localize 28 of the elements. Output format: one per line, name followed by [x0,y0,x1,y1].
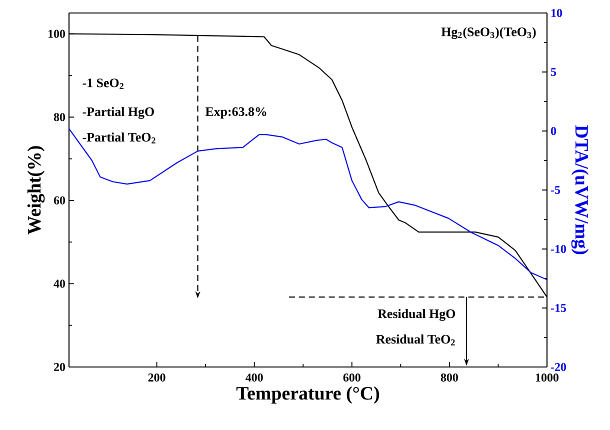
x-tick-label: 800 [440,374,458,382]
y2-tick-label: -15 [550,304,566,312]
y2-tick-label: -5 [550,186,560,194]
x-tick-label: 600 [343,374,360,382]
text: Hg$_{2}$(SeO$_{3}$)(TeO$_{3}$) [441,27,536,39]
y2-tick-label: 5 [551,68,556,76]
y-tick-label: 100 [48,30,66,38]
annotation: -Partial TeO$_{2}$ [82,132,156,144]
x-axis-title: Temperature (°C) [236,386,380,404]
x-tick-label: 1000 [536,374,558,382]
y2-tick-label: -20 [550,362,566,372]
y-tick-label: 60 [54,196,66,204]
y-tick-label: 80 [54,113,66,122]
annotation: -1 SeO$_{2}$ [82,78,124,90]
y2-axis-title: DTA/(uVW/mg) [571,125,589,254]
x-tick-label: 200 [148,374,166,382]
y2-tick-label: -10 [550,244,566,254]
line-series [69,128,547,280]
y2-tick-label: 10 [551,8,562,18]
y-axis-title: Weight(%) [27,146,45,234]
annotation: Residual TeO$_{2}$ [376,334,455,346]
x-tick-label: 400 [246,374,263,382]
annotation: Exp:63.8% [205,107,266,119]
y2-tick-label: 0 [550,126,556,136]
annotation: -Partial HgO [82,107,154,119]
annotation: Residual HgO [378,309,456,321]
y-tick-label: 40 [54,280,66,288]
y-tick-label: 20 [54,362,66,372]
